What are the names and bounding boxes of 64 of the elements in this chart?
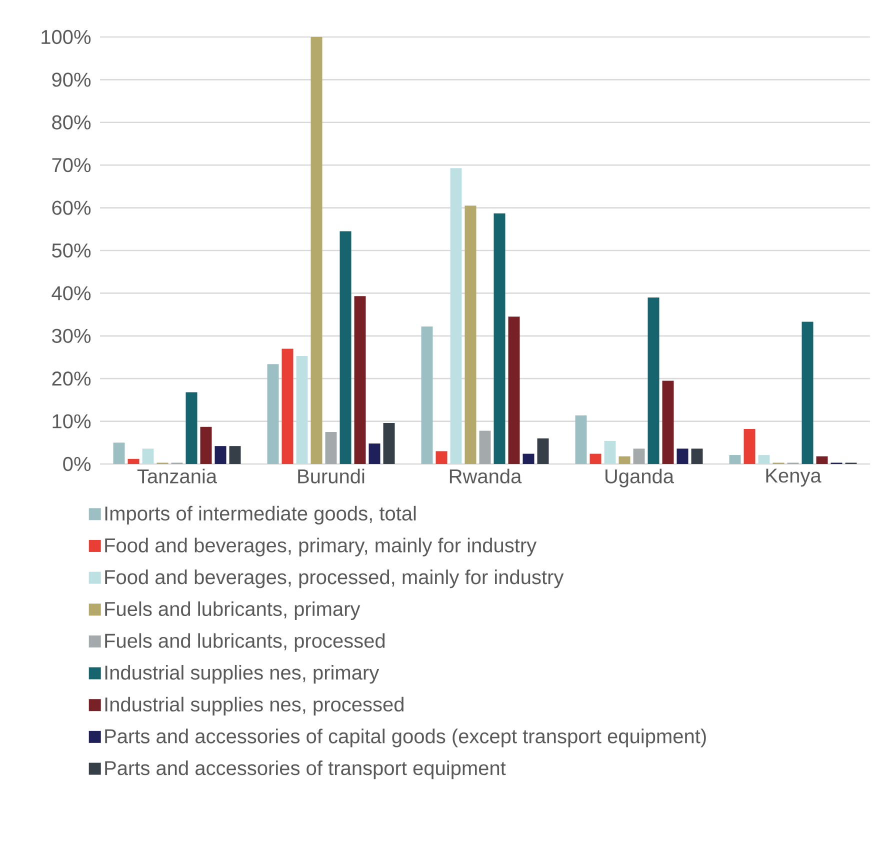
bar [421,326,433,464]
bar [816,456,828,464]
bar [340,231,352,464]
bar [744,428,756,464]
legend-label: Fuels and lubricants, primary [105,601,360,620]
bar [436,451,448,464]
bar [604,440,616,464]
y-tick-label: 10% [52,414,91,428]
legend-label: Food and beverages, primary, mainly for industry [105,538,537,556]
bar [494,213,506,464]
bar [113,442,125,464]
x-tick-label: Tanzania [137,468,218,484]
bar [310,36,322,464]
bar [618,456,630,464]
legend-label: Industrial supplies nes, primary [105,665,380,684]
bar [383,423,395,464]
legend-label: Parts and accessories of capital goods (except transport equipment) [105,728,706,748]
bar [325,432,337,464]
bar [537,438,549,464]
bar [214,446,226,464]
bar [282,348,294,464]
bar [691,448,703,464]
y-tick-label: 20% [52,372,91,386]
legend-label: Imports of intermediate goods, total [105,506,416,525]
bar [354,296,366,464]
y-tick-label: 0% [63,456,91,472]
y-tick-label: 40% [52,286,91,300]
bar [508,316,520,464]
bar [522,454,534,464]
y-tick-label: 80% [52,115,91,130]
bar [296,356,308,464]
bar [662,380,674,464]
bar [802,322,814,464]
legend-label: Industrial supplies nes, processed [105,696,404,716]
y-tick-label: 100% [42,30,91,44]
bar [186,392,198,464]
bar [633,448,645,464]
bar [368,444,380,464]
y-tick-label: 60% [52,200,91,215]
bar [590,454,602,464]
bar [450,168,462,464]
bar [729,455,741,464]
y-tick-label: 90% [52,72,91,87]
bar [648,297,660,464]
bar [575,415,587,464]
x-tick-label: Burundi [298,468,364,484]
bar [267,364,279,464]
bar [128,458,140,464]
bar [758,455,770,464]
bar [479,430,491,464]
x-tick-label: Uganda [606,468,674,488]
y-tick-label: 70% [52,158,91,172]
bar [142,448,154,464]
y-tick-label: 50% [52,243,91,258]
legend-label: Fuels and lubricants, processed [105,633,385,652]
legend-label: Food and beverages, processed, mainly for industry [105,570,564,588]
bar [464,206,476,464]
x-tick-label: Rwanda [450,468,522,484]
bar [200,426,212,464]
bar [676,448,688,464]
y-tick-label: 30% [52,328,91,343]
x-tick-label: Kenya [766,468,822,487]
bar [229,446,241,464]
legend-label: Parts and accessories of transport equipment [105,760,506,780]
